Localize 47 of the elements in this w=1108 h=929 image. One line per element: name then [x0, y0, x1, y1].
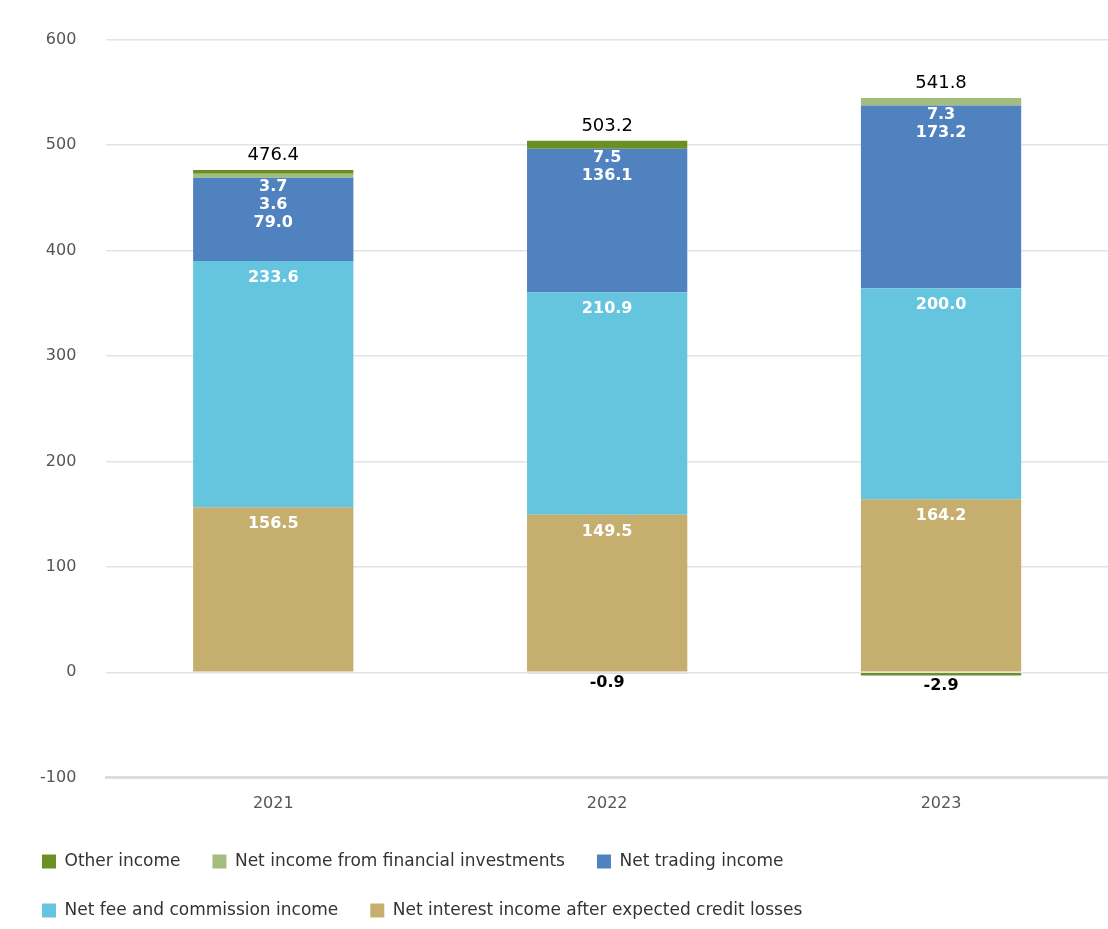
data-label: 200.0: [915, 294, 967, 314]
y-tick-label: 100: [45, 556, 77, 576]
y-tick-label: 300: [45, 345, 77, 365]
y-tick-label: 0: [66, 661, 77, 681]
data-label: 233.6: [247, 267, 299, 287]
data-label: 7.5: [592, 147, 622, 166]
data-label: 164.2: [915, 505, 967, 525]
bar: [860, 499, 1022, 672]
bar: [527, 140, 688, 149]
data-label: 3.7: [259, 176, 288, 196]
data-label: 7.3: [926, 104, 956, 124]
bar: [860, 105, 1022, 289]
data-label: 136.1: [581, 165, 633, 184]
bar: [860, 97, 1022, 106]
total-label: 541.8: [915, 70, 967, 92]
data-label: -0.9: [589, 672, 625, 692]
x-tick-label: 2021: [252, 792, 294, 812]
data-label: 156.5: [247, 513, 299, 533]
bar: [527, 514, 688, 672]
y-tick-label: 400: [45, 239, 77, 259]
legend-label: Net income from financial investments: [234, 849, 566, 870]
bar: [860, 288, 1022, 500]
x-tick-label: 2023: [920, 792, 962, 812]
data-label: 173.2: [915, 122, 967, 142]
x-tick-label: 2022: [586, 792, 628, 812]
bar: [193, 177, 354, 261]
y-tick-label: 200: [45, 450, 77, 470]
legend-label: Net trading income: [619, 849, 784, 870]
bar: [193, 173, 354, 178]
data-label: 149.5: [581, 520, 633, 540]
y-tick-label: 600: [45, 28, 77, 48]
y-tick-label: -100: [40, 766, 77, 786]
bar: [193, 260, 354, 508]
legend-label: Net fee and commission income: [64, 898, 339, 919]
data-label: 79.0: [253, 212, 293, 232]
legend-label: Net interest income after expected credit losses: [392, 898, 803, 919]
data-label: -2.9: [923, 674, 959, 694]
bar: [193, 507, 354, 672]
total-label: 476.4: [247, 142, 300, 164]
y-tick-label: 500: [45, 134, 77, 154]
data-label: 210.9: [581, 298, 633, 318]
legend-label: Other income: [64, 849, 181, 870]
data-label: 3.6: [259, 194, 288, 214]
bar: [527, 148, 688, 293]
bar: [193, 169, 354, 174]
total-label: 503.2: [581, 113, 633, 135]
bar: [527, 292, 688, 515]
